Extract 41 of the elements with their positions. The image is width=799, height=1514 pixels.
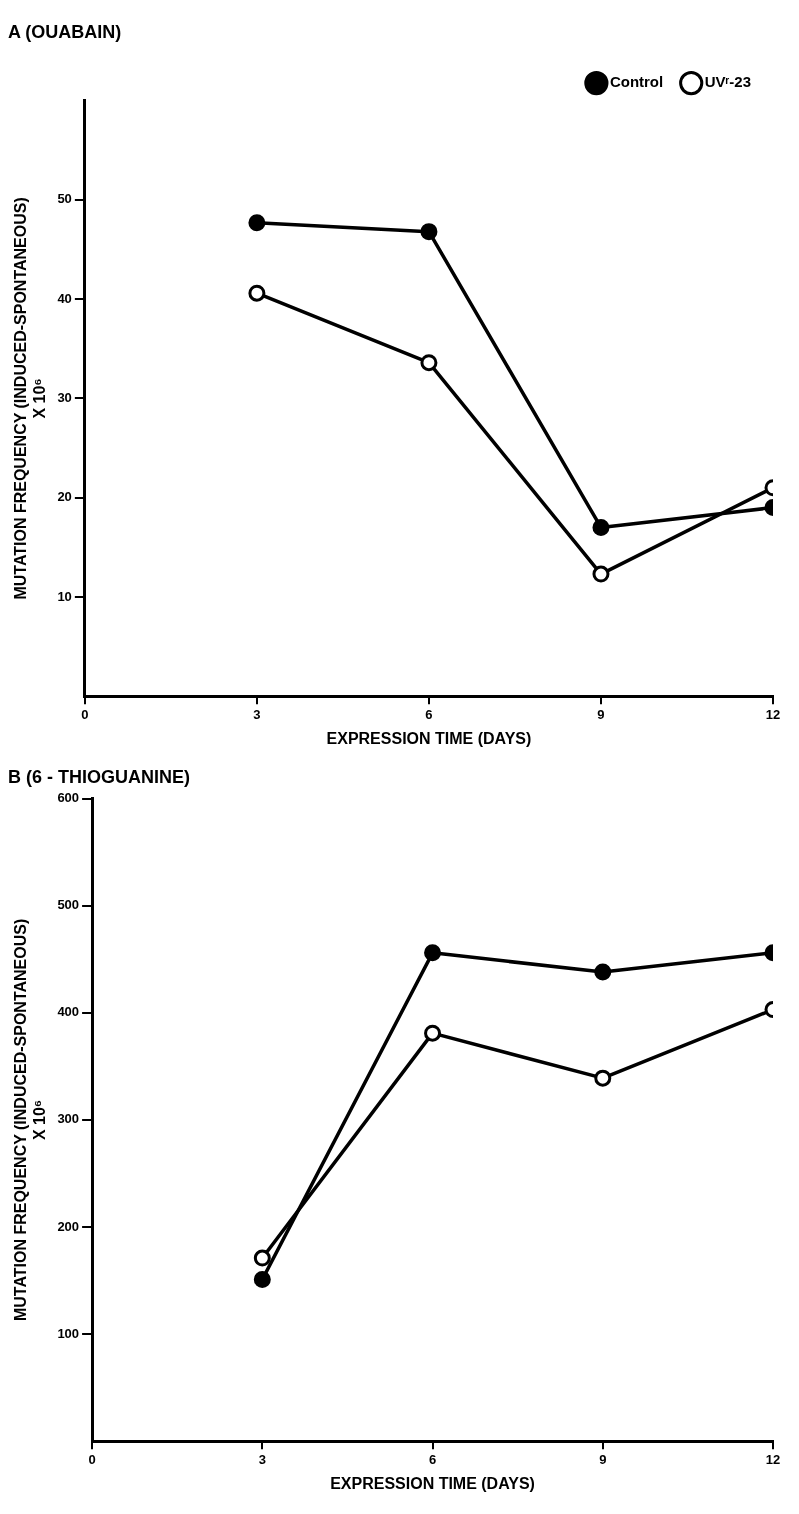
- y-axis-title: MUTATION FREQUENCY (INDUCED-SPONTANEOUS) X 10⁶: [12, 918, 49, 1322]
- x-axis-title: EXPRESSION TIME (DAYS): [326, 729, 532, 747]
- point: [248, 284, 266, 302]
- point: [592, 565, 610, 583]
- x-tick-label: 9: [597, 706, 605, 722]
- point: [253, 1270, 271, 1288]
- y-tick-label: 200: [57, 1218, 80, 1234]
- y-tick-label: 500: [57, 897, 80, 913]
- point: [424, 944, 442, 962]
- x-tick-label: 0: [88, 1451, 96, 1467]
- x-tick-label: 9: [599, 1451, 607, 1467]
- chart-title: B (6 - THIOGUANINE): [8, 766, 190, 787]
- point: [592, 518, 610, 536]
- y-tick-label: 40: [57, 290, 72, 306]
- y-tick-label: 50: [57, 191, 72, 207]
- x-tick-label: 6: [428, 1451, 437, 1467]
- chart-title: A (OUABAIN): [8, 21, 122, 42]
- x-tick-label: 3: [258, 1451, 266, 1467]
- y-tick-label: 30: [57, 389, 72, 405]
- x-axis-title: EXPRESSION TIME (DAYS): [330, 1474, 535, 1492]
- point: [420, 354, 438, 372]
- x-tick-label: 3: [253, 706, 261, 722]
- x-tick-label: 0: [81, 706, 89, 722]
- y-tick-label: 20: [57, 489, 72, 505]
- x-tick-label: 12: [765, 706, 781, 722]
- x-tick-label: 12: [765, 1451, 781, 1467]
- point: [594, 963, 612, 981]
- point: [253, 1249, 271, 1267]
- y-tick-label: 100: [57, 1325, 80, 1341]
- y-tick-label: 300: [57, 1111, 80, 1127]
- x-tick-label: 6: [425, 706, 433, 722]
- point: [248, 214, 266, 232]
- y-axis-title: MUTATION FREQUENCY (INDUCED-SPONTANEOUS) X 10⁶: [12, 197, 49, 600]
- point: [594, 1069, 612, 1087]
- y-tick-label: 400: [57, 1004, 80, 1020]
- point: [424, 1024, 442, 1042]
- legend-label: Control: [609, 73, 664, 91]
- y-tick-label: 600: [57, 790, 80, 806]
- legend-label: UVʳ-23: [704, 73, 751, 91]
- y-tick-label: 10: [57, 588, 72, 604]
- point: [420, 223, 438, 241]
